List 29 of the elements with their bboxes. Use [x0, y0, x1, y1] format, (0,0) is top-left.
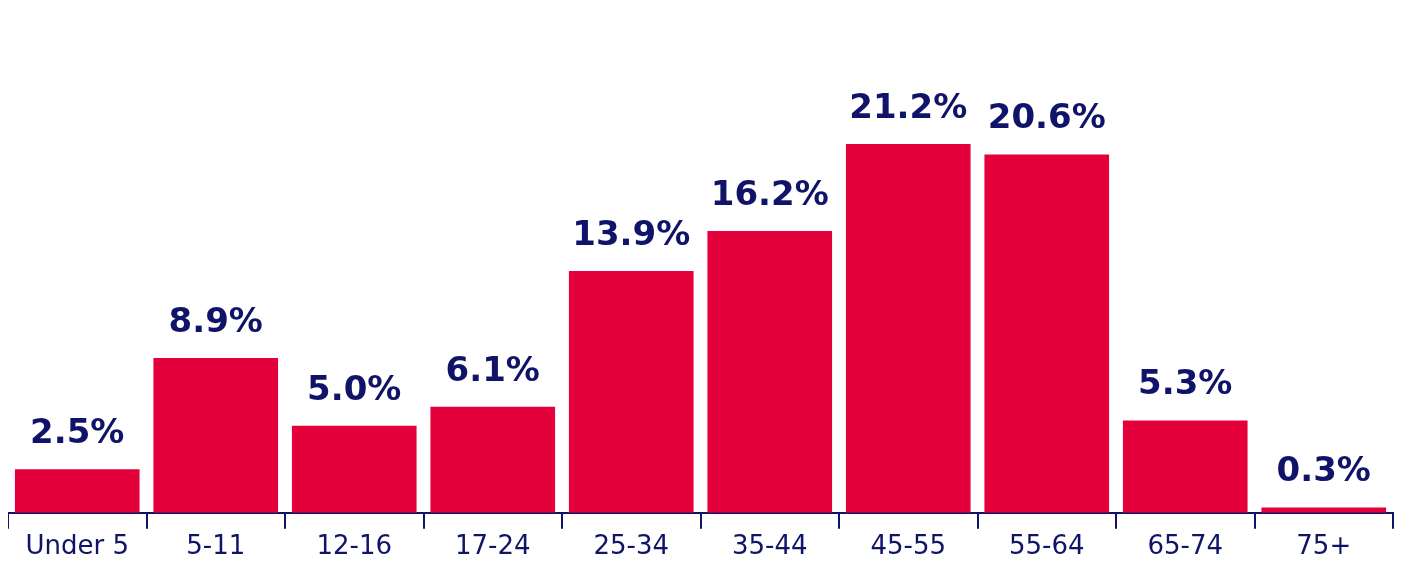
x-tick-label: 17-24 [454, 530, 531, 561]
data-label: 0.3% [1276, 449, 1371, 490]
bar [430, 406, 556, 513]
x-tick-label: 35-44 [731, 530, 808, 561]
bar [707, 231, 833, 513]
x-tick-label: 55-64 [1008, 530, 1085, 561]
data-label: 16.2% [710, 172, 829, 213]
x-tick-label: 65-74 [1147, 530, 1224, 561]
bar [1122, 420, 1248, 513]
bar [568, 271, 694, 513]
data-label: 6.1% [445, 348, 540, 389]
x-tick-label: 5-11 [186, 530, 246, 561]
x-tick-label: 12-16 [316, 530, 393, 561]
bar [845, 144, 971, 513]
x-tick-label: 25-34 [593, 530, 670, 561]
data-label: 5.3% [1138, 362, 1233, 403]
x-tick-label: 75+ [1296, 530, 1352, 561]
bar [14, 469, 140, 513]
data-label: 21.2% [849, 85, 968, 126]
x-tick-label: 45-55 [870, 530, 947, 561]
data-label: 13.9% [572, 212, 691, 253]
bar [984, 154, 1110, 513]
bar [291, 425, 417, 513]
data-label: 8.9% [168, 299, 263, 340]
data-label: 5.0% [307, 367, 402, 408]
x-tick-label: Under 5 [25, 530, 130, 561]
data-label: 2.5% [30, 411, 125, 452]
data-label: 20.6% [987, 96, 1106, 137]
bar [153, 358, 279, 513]
